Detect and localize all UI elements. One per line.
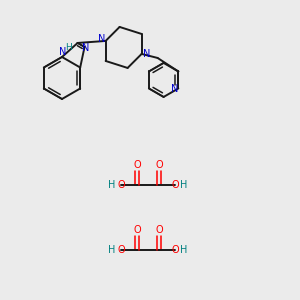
Text: O: O: [155, 225, 163, 235]
Text: H: H: [108, 180, 116, 190]
Text: O: O: [155, 160, 163, 170]
Text: O: O: [117, 245, 125, 255]
Text: N: N: [98, 34, 105, 44]
Text: H: H: [66, 43, 72, 52]
Text: O: O: [171, 245, 179, 255]
Text: N: N: [59, 47, 67, 57]
Text: H: H: [180, 245, 188, 255]
Text: H: H: [108, 245, 116, 255]
Text: N: N: [143, 49, 150, 59]
Text: O: O: [117, 180, 125, 190]
Text: O: O: [171, 180, 179, 190]
Text: H: H: [180, 180, 188, 190]
Text: O: O: [133, 225, 141, 235]
Text: N: N: [82, 43, 89, 53]
Text: N: N: [171, 84, 178, 94]
Text: O: O: [133, 160, 141, 170]
